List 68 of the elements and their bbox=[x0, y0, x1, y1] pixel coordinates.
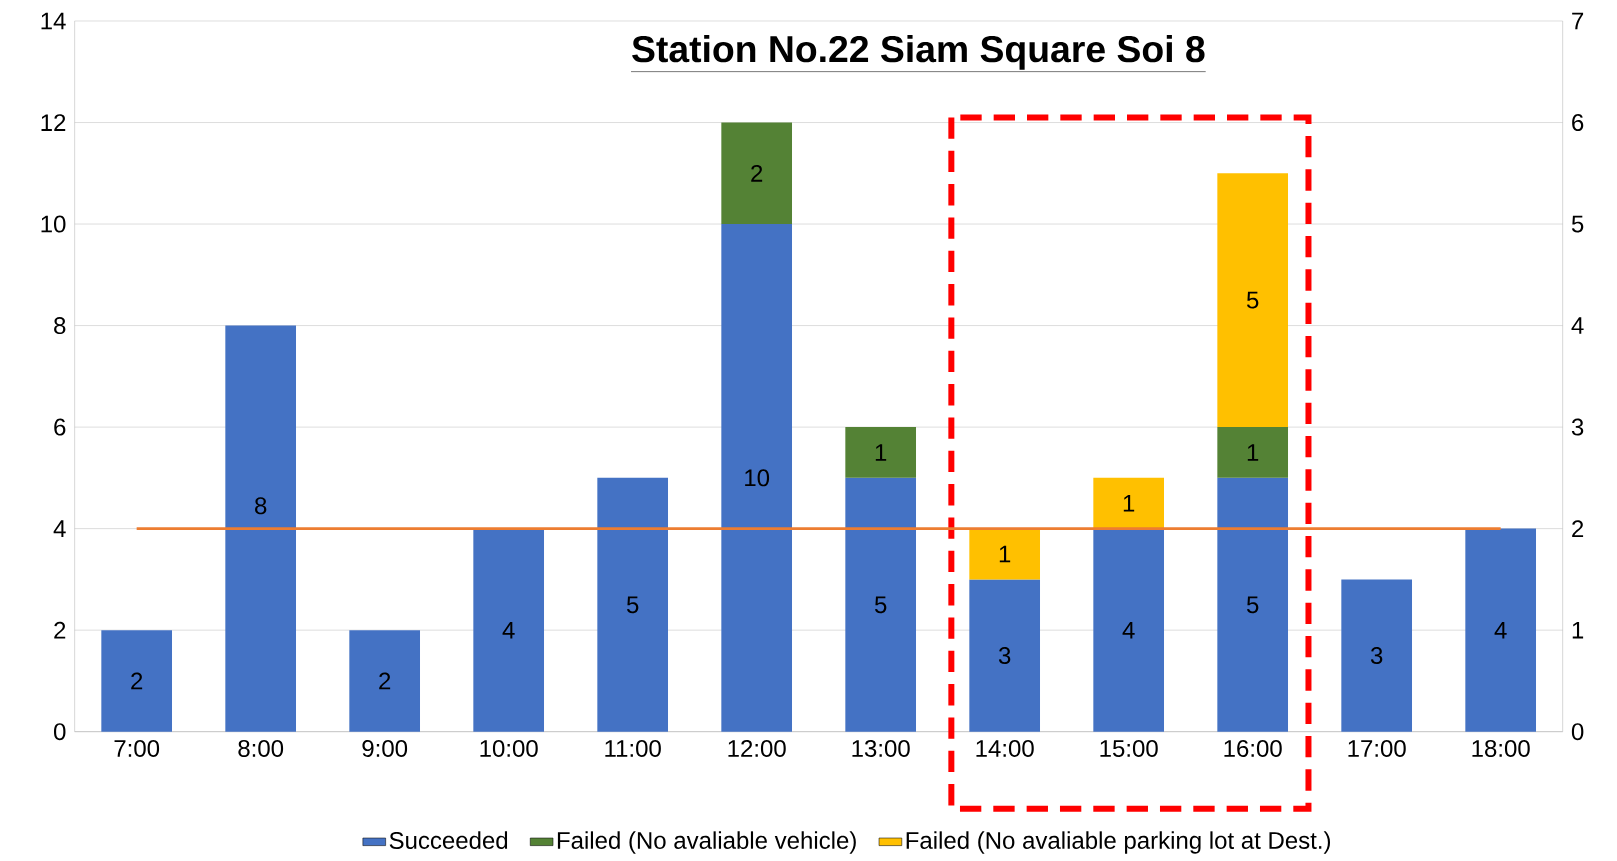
data-label: 5 bbox=[1246, 596, 1259, 614]
x-tick-label: 16:00 bbox=[1224, 739, 1282, 757]
data-label: 1 bbox=[999, 545, 1011, 563]
bar bbox=[597, 477, 669, 732]
data-label: 1 bbox=[1123, 494, 1135, 512]
data-label: 3 bbox=[1370, 647, 1383, 665]
x-tick-label: 14:00 bbox=[976, 739, 1034, 757]
bar bbox=[1217, 427, 1289, 478]
bar bbox=[1217, 477, 1289, 732]
bar bbox=[721, 224, 793, 732]
bar bbox=[721, 122, 793, 225]
x-tick-label: 13:00 bbox=[852, 739, 910, 757]
y2-tick-label: 6 bbox=[1572, 114, 1584, 132]
bar bbox=[225, 325, 297, 732]
y2-tick-label: 1 bbox=[1572, 621, 1584, 639]
x-tick-label: 17:00 bbox=[1348, 739, 1406, 757]
data-label: 2 bbox=[379, 672, 391, 690]
bar bbox=[969, 528, 1041, 580]
x-tick-label: 9:00 bbox=[362, 739, 408, 757]
y-tick-label: 12 bbox=[41, 114, 66, 131]
data-label: 4 bbox=[502, 621, 515, 639]
bar bbox=[845, 427, 917, 478]
y2-tick-label: 5 bbox=[1571, 215, 1584, 233]
y-tick-label: 14 bbox=[41, 12, 66, 30]
bar bbox=[1217, 173, 1289, 428]
legend-label: Failed (No avaliable parking lot at Dest.) bbox=[906, 831, 1331, 854]
data-label: 2 bbox=[751, 164, 763, 182]
y2-tick-label: 4 bbox=[1571, 317, 1584, 334]
y2-tick-label: 2 bbox=[1572, 520, 1584, 537]
legend-label: Succeeded bbox=[389, 831, 508, 849]
y2-tick-label: 3 bbox=[1571, 418, 1584, 436]
x-tick-label: 11:00 bbox=[605, 739, 661, 757]
bar bbox=[845, 477, 917, 732]
bar bbox=[349, 630, 421, 732]
legend-label: Failed (No avaliable vehicle) bbox=[557, 831, 856, 854]
data-label: 5 bbox=[626, 596, 639, 614]
data-label: 5 bbox=[874, 596, 887, 614]
bar bbox=[473, 528, 545, 732]
data-label: 10 bbox=[745, 469, 770, 487]
x-tick-label: 12:00 bbox=[728, 739, 786, 757]
x-tick-label: 18:00 bbox=[1472, 739, 1530, 757]
data-label: 1 bbox=[875, 444, 887, 461]
data-label: 5 bbox=[1246, 291, 1259, 309]
x-tick-label: 8:00 bbox=[238, 739, 284, 757]
bar bbox=[1341, 579, 1413, 732]
y-tick-label: 8 bbox=[54, 317, 66, 335]
x-tick-label: 15:00 bbox=[1100, 739, 1158, 757]
y2-tick-label: 7 bbox=[1572, 12, 1584, 30]
data-label: 3 bbox=[998, 647, 1011, 665]
bar bbox=[969, 579, 1041, 732]
chart-title: Station No.22 Siam Square Soi 8 bbox=[632, 34, 1205, 70]
y2-tick-label: 0 bbox=[1571, 723, 1584, 741]
y-tick-label: 2 bbox=[54, 621, 66, 639]
data-label: 8 bbox=[255, 497, 267, 515]
bar bbox=[1093, 477, 1165, 529]
bar bbox=[1465, 528, 1537, 732]
y-tick-label: 10 bbox=[41, 215, 66, 233]
y-tick-label: 6 bbox=[54, 418, 66, 436]
data-label: 1 bbox=[1247, 444, 1259, 461]
data-label: 2 bbox=[131, 672, 143, 690]
y-tick-label: 4 bbox=[53, 520, 66, 537]
data-label: 4 bbox=[1494, 621, 1507, 639]
bar bbox=[1093, 528, 1165, 732]
bar bbox=[101, 630, 173, 732]
x-tick-label: 10:00 bbox=[480, 739, 538, 757]
data-label: 4 bbox=[1122, 621, 1135, 639]
y-tick-label: 0 bbox=[54, 723, 66, 741]
x-tick-label: 7:00 bbox=[114, 739, 160, 757]
